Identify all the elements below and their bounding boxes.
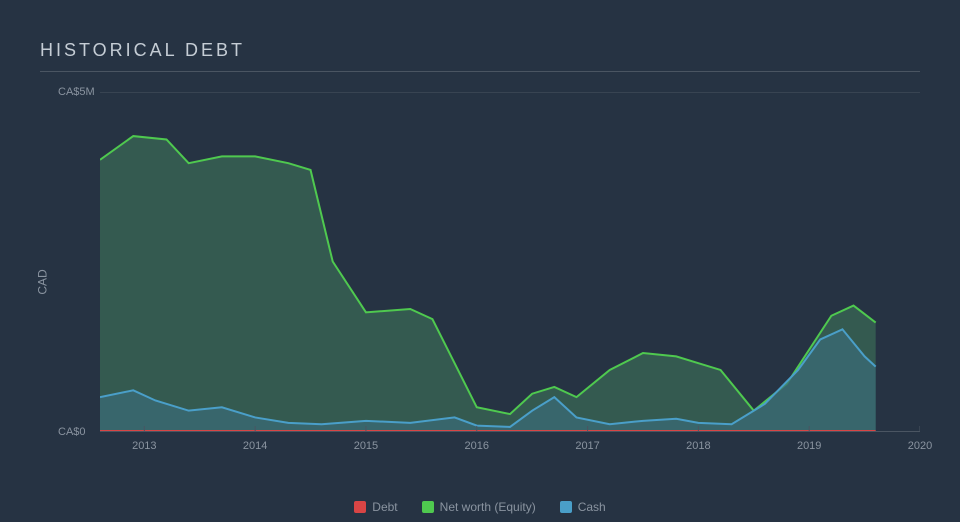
- y-axis-label: CAD: [36, 269, 50, 294]
- x-tick: 2019: [797, 440, 821, 452]
- swatch-cash: [560, 501, 572, 513]
- chart-title: HISTORICAL DEBT: [40, 40, 920, 72]
- plot-svg: [100, 92, 920, 431]
- legend-label-cash: Cash: [578, 500, 606, 514]
- legend-label-debt: Debt: [372, 500, 397, 514]
- chart-area: CAD CA$5M CA$0 2013201420152016201720182…: [40, 92, 920, 472]
- plot-region: [100, 92, 920, 432]
- chart-container: HISTORICAL DEBT CAD CA$5M CA$0 2013 2014 2…: [0, 0, 960, 522]
- swatch-equity: [422, 501, 434, 513]
- x-tick: 2016: [465, 440, 489, 452]
- legend-label-equity: Net worth (Equity): [440, 500, 536, 514]
- legend-item-cash: Cash: [560, 500, 606, 514]
- x-tick: 2018: [686, 440, 710, 452]
- x-tick: 2020: [908, 440, 932, 452]
- x-tick: 2017: [575, 440, 599, 452]
- y-tick-bottom: CA$0: [58, 426, 86, 438]
- x-tick: 2013: [132, 440, 156, 452]
- x-tick: 2014: [243, 440, 267, 452]
- legend: Debt Net worth (Equity) Cash: [0, 500, 960, 514]
- legend-item-equity: Net worth (Equity): [422, 500, 536, 514]
- legend-item-debt: Debt: [354, 500, 397, 514]
- x-tick: 2015: [354, 440, 378, 452]
- y-tick-top: CA$5M: [58, 86, 95, 98]
- swatch-debt: [354, 501, 366, 513]
